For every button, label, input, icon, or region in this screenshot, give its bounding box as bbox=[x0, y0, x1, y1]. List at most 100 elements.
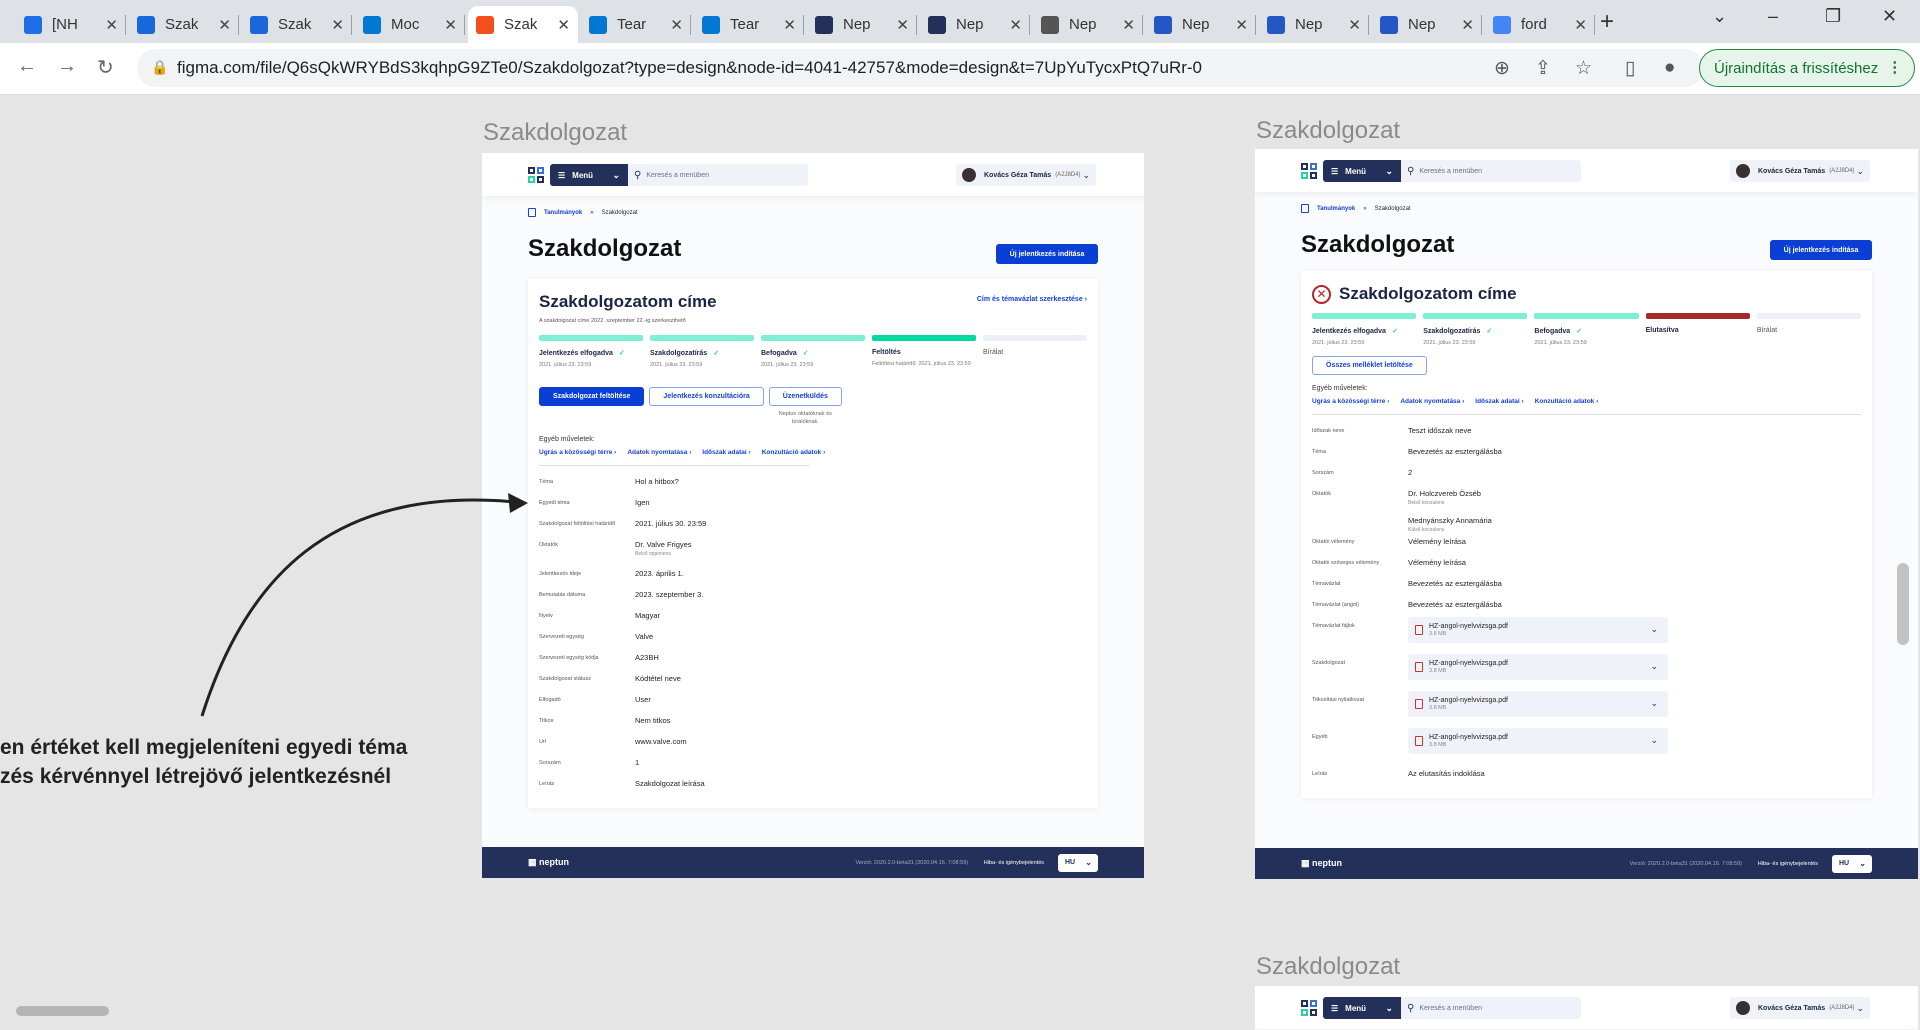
link-label: Ugrás a közösségi térre bbox=[1312, 398, 1386, 405]
url-input[interactable]: 🔒 figma.com/file/Q6sQkWRYBdS3kqhpG9ZTe0/… bbox=[137, 49, 1704, 87]
chevron-down-icon[interactable]: ⌄ bbox=[1650, 735, 1658, 745]
browser-tab[interactable]: Tear ✕ bbox=[694, 6, 804, 43]
back-icon[interactable]: ← bbox=[17, 55, 37, 77]
file-attachment[interactable]: HZ-angol-nyelvvizsga.pdf 3.8 MB ⌄ bbox=[1408, 654, 1668, 680]
close-window-button[interactable]: ✕ bbox=[1882, 6, 1898, 26]
other-op-link[interactable]: Ugrás a közösségi térre › bbox=[1312, 398, 1390, 405]
other-ops-label: Egyéb műveletek: bbox=[539, 436, 595, 443]
maximize-button[interactable]: ❐ bbox=[1825, 6, 1842, 26]
more-menu-icon[interactable]: ⋮ bbox=[1887, 59, 1903, 76]
other-op-link[interactable]: Ugrás a közösségi térre › bbox=[539, 449, 617, 456]
language-select[interactable]: HU ⌄ bbox=[1058, 853, 1098, 872]
chevron-down-icon[interactable]: ⌄ bbox=[1650, 698, 1658, 708]
breadcrumb-link[interactable]: Tanulmányok bbox=[1317, 205, 1356, 212]
tab-search-chevron-icon[interactable]: ⌄ bbox=[1712, 6, 1728, 26]
browser-tab[interactable]: ford ✕ bbox=[1485, 6, 1595, 43]
other-op-link[interactable]: Időszak adatai › bbox=[702, 449, 751, 456]
close-tab-icon[interactable]: ✕ bbox=[557, 16, 570, 34]
menu-button[interactable]: ☰ Menü ⌄ bbox=[1323, 997, 1401, 1019]
browser-tab[interactable]: Nep ✕ bbox=[807, 6, 917, 43]
bookmark-star-icon[interactable]: ☆ bbox=[1575, 58, 1593, 79]
forward-icon[interactable]: → bbox=[57, 55, 77, 77]
user-menu[interactable]: Kovács Géza Tamás (A2J8D4) ⌄ bbox=[956, 164, 1096, 186]
close-tab-icon[interactable]: ✕ bbox=[1235, 16, 1248, 34]
edit-title-link[interactable]: Cím és témavázlat szerkesztése › bbox=[976, 296, 1087, 303]
action-button[interactable]: Jelentkezés konzultációra bbox=[649, 387, 764, 406]
close-tab-icon[interactable]: ✕ bbox=[670, 16, 683, 34]
menu-search-input[interactable]: ⚲ Keresés a menüben bbox=[1401, 160, 1581, 182]
user-menu[interactable]: Kovács Géza Tamás (A2J8D4) ⌄ bbox=[1730, 997, 1870, 1019]
menu-search-input[interactable]: ⚲ Keresés a menüben bbox=[1401, 997, 1581, 1019]
close-tab-icon[interactable]: ✕ bbox=[105, 16, 118, 34]
tab-separator bbox=[803, 15, 804, 35]
new-application-button[interactable]: Új jelentkezés indítása bbox=[1770, 240, 1872, 260]
menu-button[interactable]: ☰ Menü ⌄ bbox=[550, 164, 628, 186]
close-tab-icon[interactable]: ✕ bbox=[1122, 16, 1135, 34]
browser-tab[interactable]: Tear ✕ bbox=[581, 6, 691, 43]
close-tab-icon[interactable]: ✕ bbox=[331, 16, 344, 34]
close-tab-icon[interactable]: ✕ bbox=[444, 16, 457, 34]
share-icon[interactable]: ⇪ bbox=[1535, 58, 1551, 79]
close-tab-icon[interactable]: ✕ bbox=[1461, 16, 1474, 34]
horizontal-scrollbar[interactable] bbox=[16, 1006, 109, 1016]
browser-tab[interactable]: Nep ✕ bbox=[1146, 6, 1256, 43]
browser-tab[interactable]: Szak ✕ bbox=[468, 6, 578, 43]
new-application-button[interactable]: Új jelentkezés indítása bbox=[996, 244, 1098, 264]
file-attachment[interactable]: HZ-angol-nyelvvizsga.pdf 3.8 MB ⌄ bbox=[1408, 617, 1668, 643]
confluence-icon bbox=[137, 15, 155, 34]
brand-text: neptun bbox=[539, 857, 570, 867]
close-tab-icon[interactable]: ✕ bbox=[218, 16, 231, 34]
browser-tab[interactable]: Szak ✕ bbox=[242, 6, 352, 43]
file-attachment[interactable]: HZ-angol-nyelvvizsga.pdf 3.8 MB ⌄ bbox=[1408, 691, 1668, 717]
annotation-line: zés kérvénnyel létrejövő jelentkezésnél bbox=[0, 765, 392, 788]
browser-tab[interactable]: Moc ✕ bbox=[355, 6, 465, 43]
user-code: (A2J8D4) bbox=[1829, 1005, 1855, 1011]
close-tab-icon[interactable]: ✕ bbox=[1574, 16, 1587, 34]
side-panel-icon[interactable]: ▯ bbox=[1625, 58, 1636, 79]
menu-button[interactable]: ☰ Menü ⌄ bbox=[1323, 160, 1401, 182]
other-op-link[interactable]: Konzultáció adatok › bbox=[1534, 398, 1599, 405]
neptun-icon bbox=[815, 15, 833, 34]
browser-tab[interactable]: [NH ✕ bbox=[16, 6, 126, 43]
close-tab-icon[interactable]: ✕ bbox=[896, 16, 909, 34]
action-button[interactable]: Szakdolgozat feltöltése bbox=[539, 387, 645, 406]
action-button[interactable]: Összes melléklet letöltése bbox=[1312, 356, 1427, 375]
close-tab-icon[interactable]: ✕ bbox=[1348, 16, 1361, 34]
row-value: Vélemény leírása bbox=[1408, 537, 1466, 546]
close-tab-icon[interactable]: ✕ bbox=[783, 16, 796, 34]
chevron-down-icon[interactable]: ⌄ bbox=[1650, 661, 1658, 671]
other-op-link[interactable]: Adatok nyomtatása › bbox=[1400, 398, 1465, 405]
chevron-down-icon[interactable]: ⌄ bbox=[1650, 624, 1658, 634]
reload-icon[interactable]: ↻ bbox=[97, 57, 114, 79]
user-menu[interactable]: Kovács Géza Tamás (A2J8D4) ⌄ bbox=[1730, 160, 1870, 182]
other-op-link[interactable]: Adatok nyomtatása › bbox=[627, 449, 692, 456]
restart-to-update-button[interactable]: Újraindítás a frissítéshez ⋮ bbox=[1699, 49, 1916, 87]
other-op-link[interactable]: Konzultáció adatok › bbox=[761, 449, 826, 456]
new-tab-button[interactable]: + bbox=[1600, 8, 1615, 35]
neptun-logo-icon bbox=[1301, 163, 1317, 179]
action-button[interactable]: Üzenetküldés bbox=[768, 387, 842, 406]
link-label: Adatok nyomtatása bbox=[1400, 398, 1461, 405]
tab-title: [NH bbox=[52, 16, 78, 33]
other-op-link[interactable]: Időszak adatai › bbox=[1475, 398, 1524, 405]
breadcrumb-link[interactable]: Tanulmányok bbox=[544, 209, 583, 216]
design-frame-rejected[interactable]: ☰ Menü ⌄ ⚲ Keresés a menüben Kovács Géza Ta… bbox=[1255, 149, 1918, 879]
file-attachment[interactable]: HZ-angol-nyelvvizsga.pdf 3.8 MB ⌄ bbox=[1408, 728, 1668, 754]
minimize-button[interactable]: – bbox=[1768, 6, 1779, 26]
vertical-scrollbar[interactable] bbox=[1897, 563, 1909, 645]
design-frame-partial[interactable]: ☰ Menü ⌄ ⚲ Keresés a menüben Kovács Géza Ta… bbox=[1255, 986, 1918, 1030]
browser-tab[interactable]: Nep ✕ bbox=[1259, 6, 1369, 43]
browser-tab[interactable]: Nep ✕ bbox=[1372, 6, 1482, 43]
report-link[interactable]: Hiba- és igénybejelentés bbox=[983, 859, 1044, 866]
close-tab-icon[interactable]: ✕ bbox=[1009, 16, 1022, 34]
browser-tab[interactable]: Nep ✕ bbox=[1033, 6, 1143, 43]
zoom-icon[interactable]: ⊕ bbox=[1494, 58, 1510, 79]
browser-tab[interactable]: Nep ✕ bbox=[920, 6, 1030, 43]
profile-icon[interactable]: ● bbox=[1664, 57, 1676, 78]
menu-search-input[interactable]: ⚲ Keresés a menüben bbox=[628, 164, 808, 186]
design-frame-submitted[interactable]: ☰ Menü ⌄ ⚲ Keresés a menüben Kovács Géza Ta… bbox=[482, 153, 1144, 878]
instructor-name: Mednyánszky Annamária bbox=[1408, 516, 1492, 525]
language-select[interactable]: HU ⌄ bbox=[1832, 854, 1872, 873]
browser-tab[interactable]: Szak ✕ bbox=[129, 6, 239, 43]
report-link[interactable]: Hiba- és igénybejelentés bbox=[1757, 860, 1818, 867]
